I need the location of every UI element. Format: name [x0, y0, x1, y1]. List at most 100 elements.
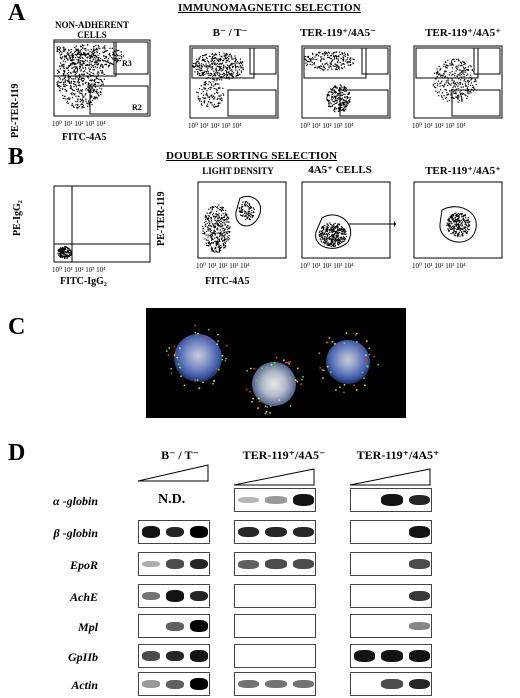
event-dot [223, 247, 225, 249]
event-dot [466, 232, 468, 234]
event-dot [95, 91, 97, 93]
event-dot [219, 206, 221, 209]
event-dot [68, 53, 70, 55]
speckle [194, 331, 197, 334]
event-dot [329, 238, 331, 240]
event-dot [79, 60, 81, 62]
speckle [354, 334, 357, 336]
blot-cell [234, 672, 316, 696]
event-dot [85, 64, 87, 66]
event-dot [437, 72, 439, 74]
event-dot [120, 53, 123, 56]
event-dot [330, 245, 332, 248]
event-dot [219, 98, 221, 100]
event-dot [60, 251, 62, 253]
event-dot [457, 232, 460, 235]
event-dot [71, 78, 73, 80]
speckle [217, 340, 219, 342]
event-dot [63, 249, 65, 251]
event-dot [78, 95, 80, 98]
event-dot [334, 57, 336, 59]
event-dot [215, 69, 217, 71]
event-dot [109, 52, 111, 54]
event-dot [64, 61, 67, 63]
scatter-dots-b3 [318, 222, 347, 248]
event-dot [340, 92, 342, 94]
event-dot [196, 61, 198, 63]
event-dot [212, 57, 214, 59]
event-dot [226, 76, 228, 78]
event-dot [455, 214, 457, 216]
event-dot [208, 208, 210, 210]
event-dot [90, 49, 92, 51]
event-dot [455, 226, 457, 228]
event-dot [220, 65, 222, 68]
event-dot [229, 226, 231, 228]
event-dot [218, 52, 220, 54]
event-dot [210, 87, 212, 89]
event-dot [206, 230, 208, 233]
event-dot [238, 74, 240, 76]
speckle [269, 412, 271, 414]
event-dot [342, 57, 344, 59]
event-dot [64, 74, 66, 76]
event-dot [208, 74, 210, 76]
event-dot [86, 63, 89, 66]
event-dot [207, 67, 209, 69]
event-dot [338, 110, 340, 112]
event-dot [206, 212, 208, 214]
event-dot [100, 79, 102, 81]
event-dot [221, 55, 223, 57]
event-dot [330, 244, 332, 246]
event-dot [94, 61, 96, 63]
event-dot [323, 66, 326, 69]
event-dot [443, 85, 445, 87]
event-dot [215, 84, 217, 86]
event-dot [207, 242, 209, 244]
event-dot [237, 74, 239, 76]
event-dot [219, 95, 221, 97]
event-dot [470, 65, 472, 68]
event-dot [71, 53, 73, 55]
event-dot [67, 250, 69, 253]
event-dot [207, 96, 209, 98]
event-dot [451, 79, 453, 81]
event-dot [336, 101, 338, 103]
event-dot [79, 62, 81, 64]
event-dot [217, 246, 219, 248]
event-dot [217, 217, 219, 219]
event-dot [235, 59, 237, 61]
event-dot [349, 100, 351, 102]
event-dot [322, 238, 324, 240]
event-dot [333, 230, 335, 232]
event-dot [86, 76, 88, 78]
event-dot [456, 224, 458, 226]
event-dot [80, 64, 82, 66]
event-dot [97, 71, 99, 73]
event-dot [82, 84, 84, 86]
event-dot [453, 91, 455, 93]
event-dot [212, 238, 214, 240]
event-dot [96, 51, 98, 53]
event-dot [327, 100, 329, 102]
event-dot [79, 98, 81, 100]
panel-b1-y-axis: PE-IgG₂ [12, 200, 23, 236]
event-dot [338, 68, 340, 70]
event-dot [453, 58, 455, 60]
event-dot [346, 59, 348, 61]
event-dot [340, 85, 342, 87]
event-dot [80, 46, 82, 48]
event-dot [205, 242, 207, 244]
event-dot [83, 53, 85, 55]
event-dot [210, 212, 212, 214]
event-dot [436, 68, 438, 70]
event-dot [230, 56, 232, 58]
event-dot [226, 213, 228, 215]
event-dot [315, 54, 317, 57]
event-dot [461, 73, 463, 75]
event-dot [69, 76, 71, 78]
panel-a-x-axis: FITC-4A5 [62, 132, 107, 143]
event-dot [453, 82, 455, 84]
event-dot [344, 93, 346, 95]
event-dot [80, 89, 82, 91]
